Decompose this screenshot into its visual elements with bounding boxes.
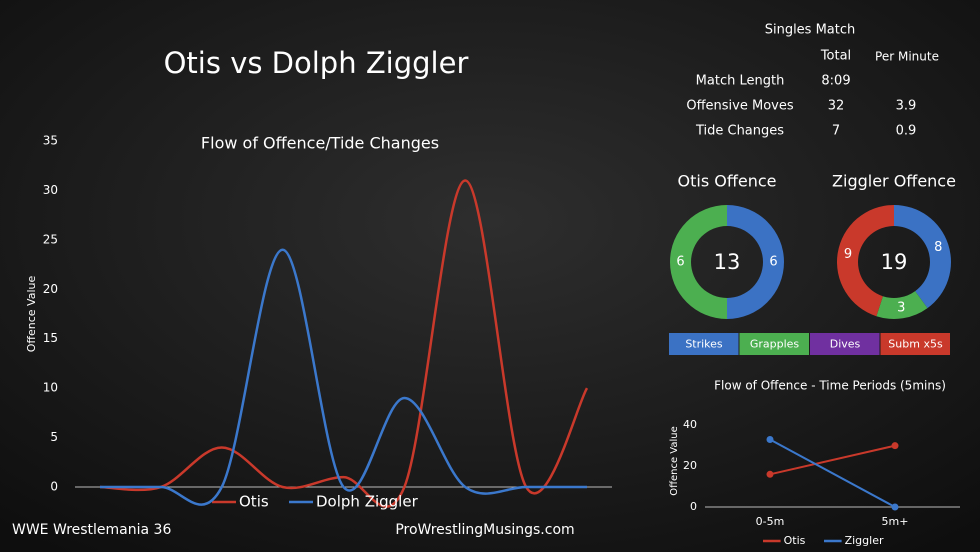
chart-title: Ziggler Offence: [832, 172, 956, 191]
y-tick-label: 5: [50, 430, 58, 444]
donut-segment: [876, 291, 928, 320]
series-line: [769, 444, 896, 476]
series-line: [99, 179, 589, 508]
donut-segment: [727, 205, 784, 319]
y-tick-label: 20: [683, 459, 697, 472]
stats-value: 32: [828, 99, 845, 114]
stats-label: Match Length: [696, 74, 785, 89]
footer-right: ProWrestlingMusings.com: [395, 522, 574, 538]
donut-segment: [837, 205, 894, 317]
stats-header: Per Minute: [875, 50, 939, 64]
series-line: [769, 438, 896, 508]
donut-center: 13: [714, 250, 741, 274]
stats-label: Tide Changes: [695, 124, 784, 139]
page-title: Otis vs Dolph Ziggler: [164, 46, 469, 80]
data-label: 3: [897, 300, 905, 315]
legend-label: Grapples: [750, 338, 800, 351]
x-tick-label: 5m+: [882, 515, 909, 528]
y-axis-label: Offence Value: [25, 276, 38, 353]
data-label: 8: [934, 240, 942, 255]
series-marker: [891, 503, 899, 511]
data-label: 6: [676, 255, 684, 270]
legend-label: Otis: [239, 493, 269, 511]
y-tick-label: 0: [50, 480, 58, 494]
legend-box: [739, 333, 809, 355]
chart-title: Flow of Offence - Time Periods (5mins): [714, 379, 946, 393]
y-tick-label: 15: [43, 331, 58, 345]
footer-left: WWE Wrestlemania 36: [12, 522, 171, 538]
series-line: [99, 248, 588, 506]
donut-segment: [894, 205, 951, 309]
y-tick-label: 25: [43, 232, 58, 246]
y-tick-label: 30: [43, 183, 58, 197]
series-marker: [766, 470, 774, 478]
stats-label: Offensive Moves: [686, 99, 793, 114]
stats-value: 0.9: [896, 124, 917, 139]
legend-label: Ziggler: [845, 534, 884, 547]
legend-box: [810, 333, 880, 355]
y-tick-label: 40: [683, 418, 697, 431]
stats-title: Singles Match: [765, 23, 856, 38]
legend-label: Otis: [784, 534, 806, 547]
stats-value: 8:09: [821, 74, 850, 89]
stats-value: 3.9: [896, 99, 917, 114]
y-tick-label: 35: [43, 134, 58, 148]
chart-title: Flow of Offence/Tide Changes: [201, 134, 439, 153]
donut-center: 19: [881, 250, 908, 274]
series-marker: [891, 442, 899, 450]
legend-label: Dolph Ziggler: [316, 493, 419, 511]
y-axis-label: Offence Value: [669, 426, 680, 496]
data-label: 6: [769, 255, 777, 270]
donut-segment: [670, 205, 727, 319]
y-tick-label: 10: [43, 381, 58, 395]
legend-label: Strikes: [685, 338, 723, 351]
chart-title: Otis Offence: [678, 172, 777, 191]
y-tick-label: 0: [690, 500, 697, 513]
legend-box: [669, 333, 739, 355]
legend-label: Dives: [830, 338, 861, 351]
x-tick-label: 0-5m: [756, 515, 785, 528]
data-label: 9: [844, 247, 852, 262]
legend-box: [880, 333, 950, 355]
stats-header: Total: [820, 49, 851, 64]
legend-label: Subm x5s: [888, 338, 943, 351]
series-marker: [766, 436, 774, 444]
stats-value: 7: [832, 124, 840, 139]
y-tick-label: 20: [43, 282, 58, 296]
